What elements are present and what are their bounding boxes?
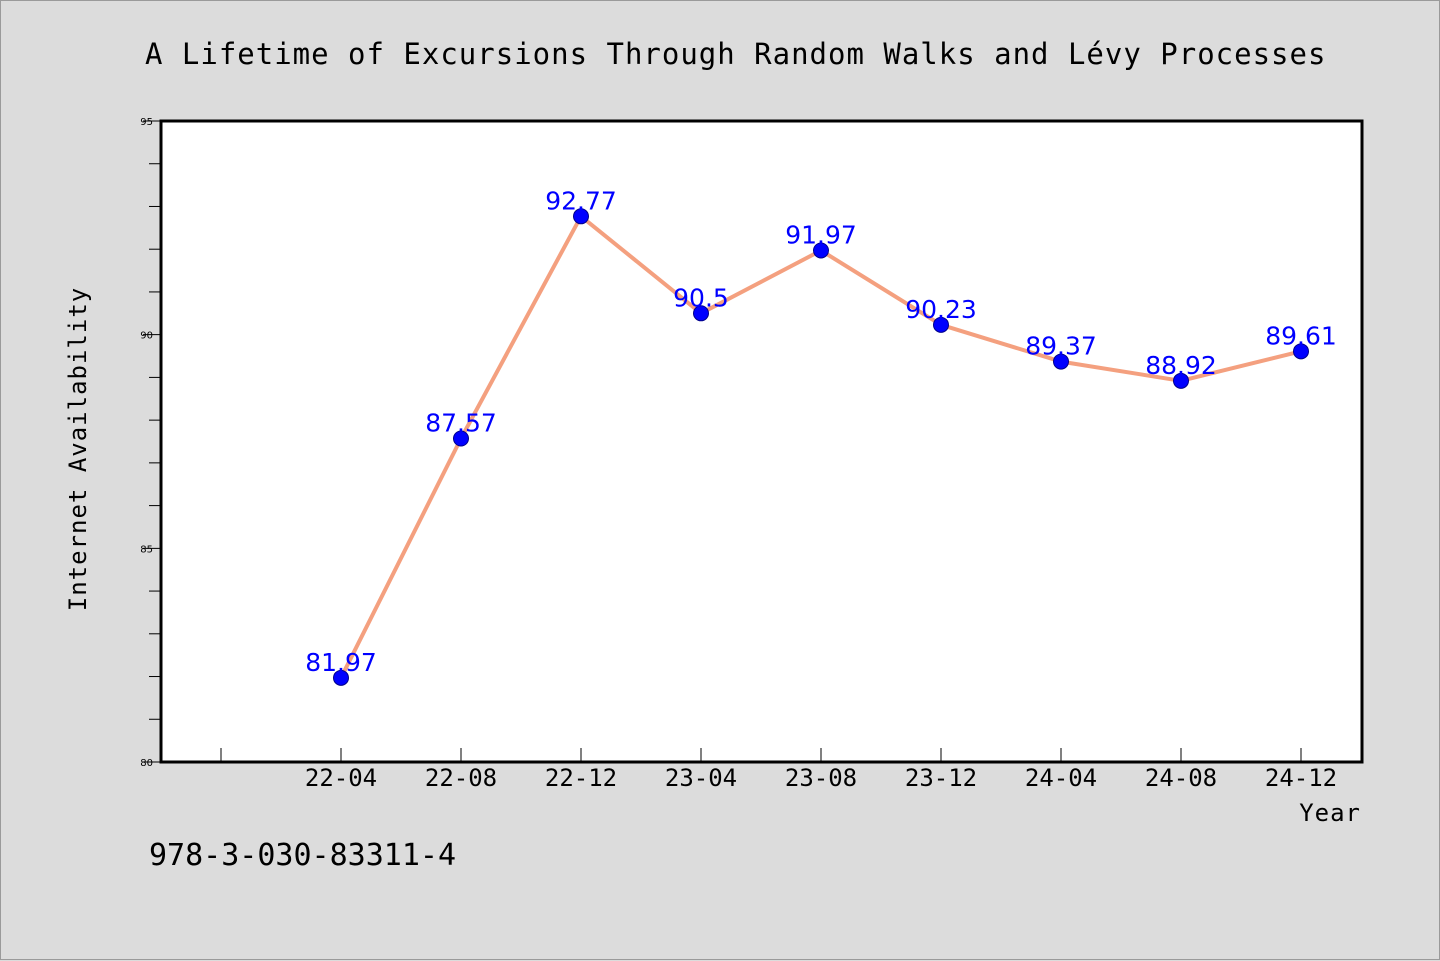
data-label: 88.92 [1145, 351, 1217, 380]
data-markers [333, 208, 1309, 686]
data-point [573, 208, 589, 225]
y-tick-label: 85 [140, 544, 153, 555]
data-point [933, 316, 949, 333]
plot-frame [159, 119, 1364, 764]
y-tick-label: 90 [140, 331, 153, 342]
x-tick-label: 23-04 [665, 764, 737, 792]
data-label: 90.5 [673, 283, 729, 312]
y-axis-ticks: 80 85 90 95 [140, 117, 161, 769]
isbn-text: 978-3-030-83311-4 [149, 838, 456, 873]
data-label: 90.23 [905, 295, 977, 324]
x-axis-label: Year [1299, 799, 1361, 827]
x-tick-label: 22-08 [425, 764, 497, 792]
x-tick-label: 23-12 [905, 764, 977, 792]
data-label: 89.37 [1025, 332, 1097, 361]
data-label: 87.57 [425, 409, 497, 438]
data-point [1173, 372, 1189, 389]
data-label: 89.61 [1265, 321, 1337, 350]
data-point [1053, 353, 1069, 370]
x-tick-label: 22-04 [305, 764, 377, 792]
data-label: 81.97 [305, 648, 377, 677]
data-point [453, 430, 469, 447]
data-label: 92.77 [545, 186, 617, 215]
x-tick-label: 23-08 [785, 764, 857, 792]
x-tick-label: 24-04 [1025, 764, 1097, 792]
chart-title: A Lifetime of Excursions Through Random … [145, 37, 1326, 71]
x-tick-label: 22-12 [545, 764, 617, 792]
data-point [813, 242, 829, 259]
x-axis-ticks: 22-04 22-08 22-12 23-04 23-08 23-12 24-04 24-08… [220, 748, 1337, 792]
data-point [693, 305, 709, 322]
data-labels: 81.97 87.57 92.77 90.5 91.97 90.23 89.37 88.92 8… [305, 186, 1337, 677]
y-tick-label: 95 [140, 117, 153, 128]
y-axis-label: Internet Availability [64, 287, 92, 611]
data-point [333, 669, 349, 686]
y-tick-label: 80 [140, 758, 153, 769]
data-point [1293, 343, 1309, 360]
x-tick-label: 24-12 [1265, 764, 1337, 792]
plot-area [161, 121, 1362, 762]
x-tick-label: 24-08 [1145, 764, 1217, 792]
data-label: 91.97 [785, 220, 857, 249]
